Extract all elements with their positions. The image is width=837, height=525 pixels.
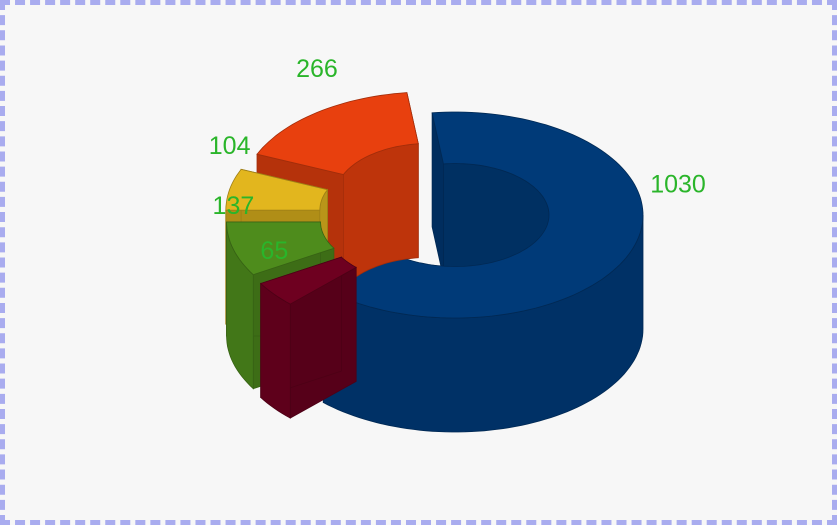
slice-top bbox=[256, 92, 419, 175]
slice-top bbox=[259, 256, 358, 305]
data-label: 104 bbox=[209, 132, 251, 160]
slice bbox=[259, 256, 358, 419]
slice-outer-wall bbox=[260, 282, 291, 419]
data-label: 65 bbox=[260, 237, 288, 265]
data-label: 1030 bbox=[650, 171, 706, 199]
data-label: 137 bbox=[213, 192, 255, 220]
data-label: 266 bbox=[296, 55, 338, 83]
slice-top bbox=[226, 221, 335, 276]
slice-top bbox=[225, 168, 329, 211]
